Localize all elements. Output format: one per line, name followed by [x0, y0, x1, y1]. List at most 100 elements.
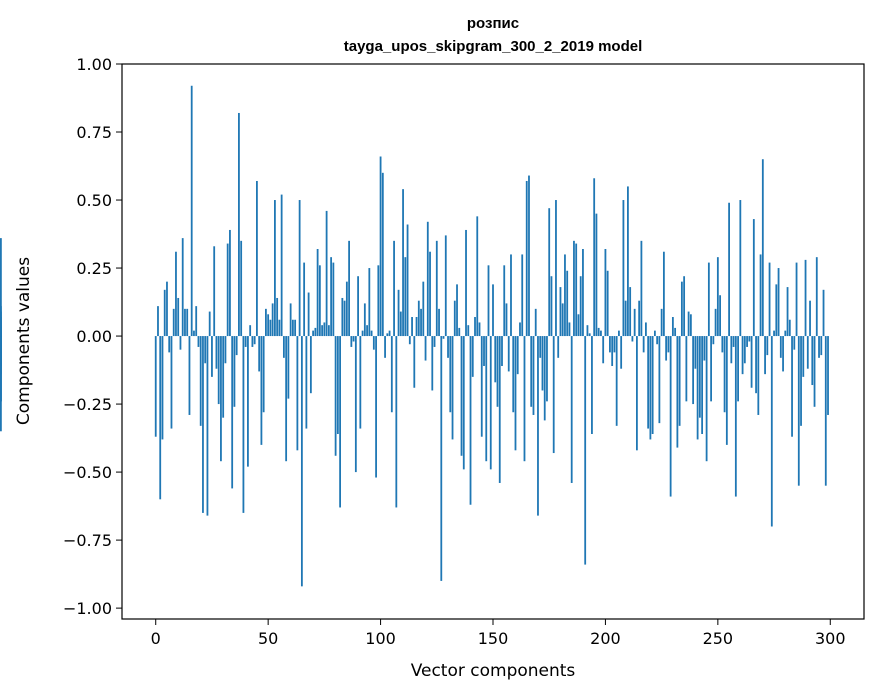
bar-175: [548, 208, 551, 337]
bar-295: [818, 336, 820, 358]
bar-250: [716, 257, 719, 337]
bar-209: [624, 300, 627, 337]
bar-65: [300, 336, 303, 587]
bars-group: [0, 85, 829, 587]
bar-124: [433, 336, 436, 347]
bar-14: [186, 308, 189, 337]
y-tick-label: 0.00: [76, 327, 112, 346]
bar-152: [496, 336, 499, 407]
bar-201: [606, 270, 609, 337]
bar-187: [575, 243, 578, 337]
bar-105: [390, 336, 393, 413]
bar-122: [429, 251, 431, 337]
bar-155: [503, 265, 506, 337]
bar-231: [674, 327, 677, 337]
bar-286: [797, 336, 800, 486]
bar-131: [449, 336, 452, 413]
bar-138: [465, 229, 467, 337]
bar-298: [824, 336, 827, 486]
bar-79: [332, 262, 335, 337]
bar-47: [260, 336, 263, 445]
bar-94: [366, 325, 368, 337]
bar-178: [555, 200, 557, 337]
bar-144: [478, 322, 481, 337]
bar-86: [348, 240, 350, 337]
bar-76: [325, 210, 328, 337]
bar-62: [294, 319, 297, 337]
bar-8: [172, 308, 175, 337]
chart-title: розпис: [467, 15, 519, 32]
bar-167: [530, 336, 533, 407]
x-tick-label: 50: [258, 629, 278, 648]
bar-11: [179, 336, 182, 350]
bar-63: [296, 336, 299, 451]
bar-204: [613, 336, 616, 353]
bar-26: [213, 246, 216, 337]
bar-74: [321, 325, 324, 337]
bar-52: [271, 303, 274, 337]
bar-276: [775, 284, 778, 337]
bar-218: [645, 322, 647, 337]
bar-191: [584, 336, 587, 565]
bar-263: [746, 336, 748, 347]
x-tick-label: 0: [151, 629, 161, 648]
bar-46: [258, 336, 261, 372]
bar-6: [168, 336, 171, 353]
bar-203: [611, 336, 614, 366]
bar-192: [586, 325, 589, 337]
bar-45: [256, 180, 258, 337]
bar-56: [280, 194, 283, 337]
bar-288: [802, 336, 805, 377]
bar-109: [399, 311, 402, 337]
y-axis-label: Components values: [14, 257, 34, 425]
bar-119: [422, 281, 425, 337]
bar-211: [629, 287, 632, 337]
bar-239: [692, 336, 695, 405]
bar-232: [676, 336, 679, 448]
bar-3: [161, 336, 164, 440]
bar-296: [820, 336, 823, 356]
bar-72: [316, 249, 319, 337]
bar-40: [244, 336, 247, 347]
x-axis-label: Vector components: [411, 661, 576, 681]
bar-183: [566, 270, 569, 337]
bar-164: [523, 336, 526, 462]
bar-67: [305, 336, 308, 429]
bar-200: [604, 249, 607, 337]
bar-293: [813, 336, 816, 407]
bar-undefined: [0, 336, 2, 353]
bar-20: [199, 336, 202, 426]
bar-202: [609, 336, 611, 353]
bar-31: [224, 336, 227, 364]
bar-111: [404, 257, 407, 337]
bar-87: [350, 336, 353, 347]
bar-150: [492, 284, 494, 337]
bar-283: [791, 336, 793, 437]
bar-22: [204, 336, 207, 364]
bar-44: [253, 336, 256, 345]
bar-7: [170, 336, 173, 429]
bar-186: [573, 240, 575, 337]
bar-142: [474, 317, 476, 337]
bar-248: [712, 336, 715, 345]
bar-141: [471, 336, 474, 377]
bar-50: [267, 314, 270, 337]
bar-236: [685, 336, 688, 402]
bar-undefined: [0, 327, 2, 337]
bar-68: [307, 292, 310, 337]
bar-171: [539, 336, 542, 358]
bar-0: [154, 336, 157, 437]
bar-85: [345, 281, 348, 337]
bar-197: [597, 327, 600, 337]
bar-1: [157, 306, 159, 337]
bar-160: [514, 336, 517, 451]
bar-198: [600, 330, 602, 337]
bar-216: [640, 240, 643, 337]
bar-156: [505, 303, 508, 337]
bar-69: [309, 336, 312, 394]
x-tick-label: 150: [478, 629, 509, 648]
bar-278: [779, 336, 782, 358]
bar-19: [197, 336, 200, 347]
bar-36: [235, 336, 238, 356]
bar-249: [714, 308, 717, 337]
